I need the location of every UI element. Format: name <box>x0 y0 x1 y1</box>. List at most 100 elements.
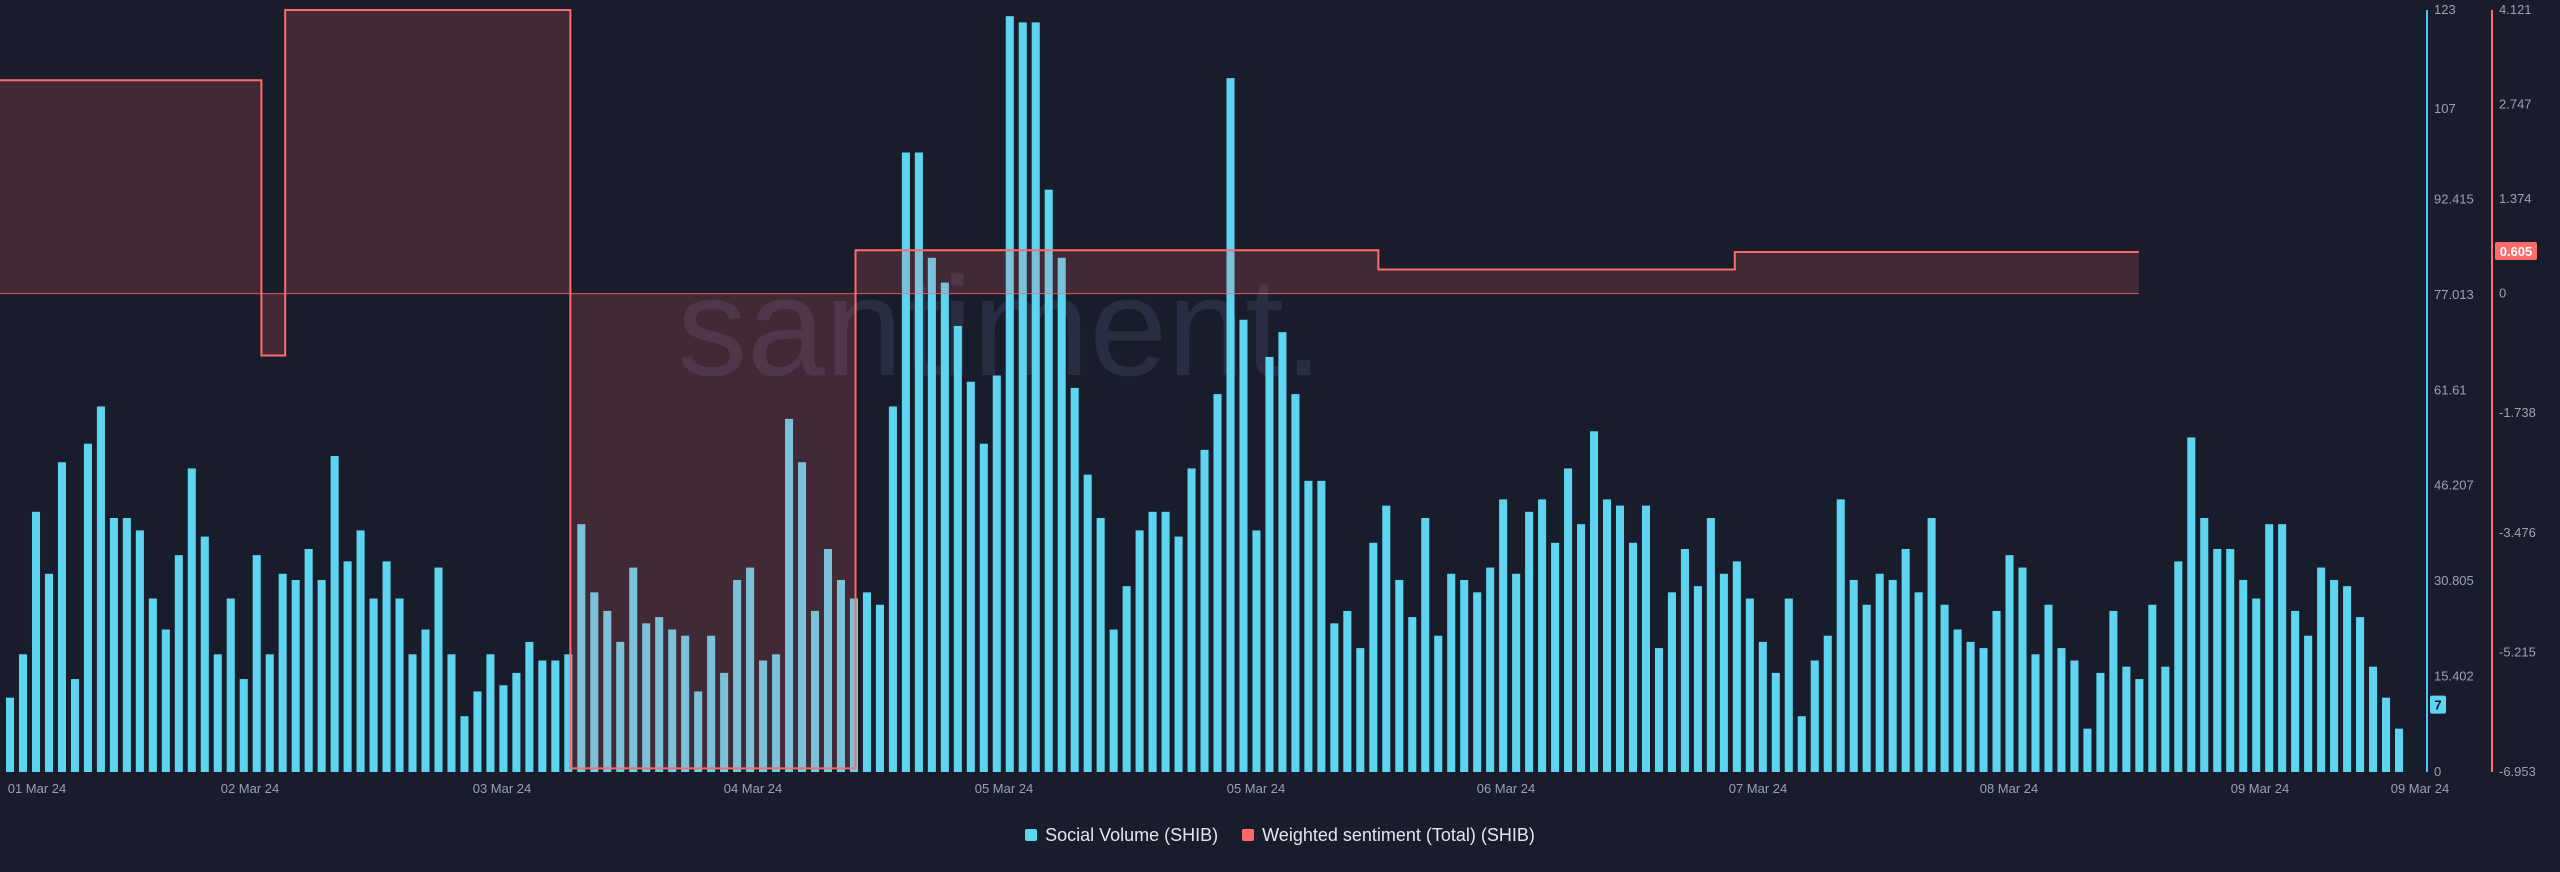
social-volume-bar <box>122 518 131 772</box>
social-volume-bar <box>2213 548 2222 772</box>
social-volume-bar <box>200 536 209 772</box>
x-axis-tick-label: 01 Mar 24 <box>8 781 67 796</box>
x-axis-tick-label: 09 Mar 24 <box>2391 781 2450 796</box>
social-volume-bar <box>31 511 41 772</box>
social-volume-bar <box>18 654 28 772</box>
social-volume-bar <box>823 548 833 772</box>
social-volume-bar <box>953 325 962 772</box>
volume-axis-tick-label: 92.415 <box>2434 191 2474 206</box>
legend-item-social-volume[interactable]: Social Volume (SHIB) <box>1025 825 1218 846</box>
social-volume-bar <box>901 152 910 773</box>
x-axis-tick-label: 08 Mar 24 <box>1980 781 2039 796</box>
volume-last-value-badge <box>2430 695 2446 714</box>
social-volume-bar <box>2369 666 2378 772</box>
social-volume-bar <box>525 641 534 772</box>
volume-axis-tick-label: 15.402 <box>2434 669 2474 684</box>
legend: Social Volume (SHIB) Weighted sentiment … <box>0 820 2560 850</box>
social-volume-bar <box>2395 728 2404 772</box>
social-volume-bar <box>733 579 742 772</box>
social-volume-bar <box>2057 648 2066 772</box>
social-volume-bar <box>616 641 625 772</box>
social-volume-bar <box>265 654 274 772</box>
social-volume-bar <box>1667 592 1676 772</box>
social-volume-bar <box>1174 536 1183 772</box>
social-volume-bar <box>1369 542 1378 772</box>
social-volume-bar <box>1862 604 1871 772</box>
x-axis-tick-label: 02 Mar 24 <box>221 781 280 796</box>
social-volume-bar <box>2317 567 2326 772</box>
social-volume-bar <box>1564 468 1573 772</box>
social-volume-bar <box>642 623 651 772</box>
social-volume-bar <box>135 530 144 772</box>
legend-item-weighted-sentiment[interactable]: Weighted sentiment (Total) (SHIB) <box>1242 825 1535 846</box>
social-volume-bar <box>1252 530 1261 772</box>
social-volume-bar <box>1590 431 1599 772</box>
social-volume-bar <box>1525 511 1534 772</box>
sentiment-step-fill <box>570 293 856 769</box>
social-volume-bar <box>1031 22 1040 772</box>
social-volume-bar <box>2083 728 2092 772</box>
social-volume-bar <box>395 598 404 772</box>
legend-swatch-social-volume <box>1025 829 1038 841</box>
social-volume-bar <box>629 567 638 772</box>
social-volume-bar <box>2044 604 2053 772</box>
sentiment-axis-tick-label: -3.476 <box>2499 525 2536 540</box>
social-volume-bar <box>590 592 599 772</box>
social-volume-bar <box>2096 672 2105 772</box>
social-volume-bar <box>966 381 975 772</box>
sentiment-axis-tick-label: -1.738 <box>2499 405 2536 420</box>
legend-swatch-weighted-sentiment <box>1242 829 1255 841</box>
social-volume-bar <box>512 672 521 772</box>
social-volume-bar <box>1161 511 1170 772</box>
x-axis-tick-label: 03 Mar 24 <box>473 781 532 796</box>
social-volume-bar <box>2187 437 2196 772</box>
social-volume-bar <box>1615 505 1625 772</box>
social-volume-bar <box>538 660 547 772</box>
social-volume-bar <box>434 567 443 772</box>
social-volume-bar <box>1239 319 1248 772</box>
social-volume-bar <box>1460 579 1469 772</box>
social-volume-bar <box>2226 548 2235 772</box>
axes: 123 107 92.415 77.013 61.61 46.207 30.805 15.40… <box>8 2 2537 796</box>
sentiment-axis-tick-label: -5.215 <box>2499 644 2536 659</box>
social-volume-bar <box>914 152 923 773</box>
social-volume-bar <box>2239 579 2248 772</box>
sentiment-axis-tick-label: -6.953 <box>2499 764 2536 779</box>
social-volume-bar <box>1628 542 1638 772</box>
social-volume-bar <box>1784 598 1793 772</box>
social-volume-bar <box>408 654 417 772</box>
sentiment-step-fill <box>285 10 571 294</box>
social-volume-bar <box>2252 598 2261 772</box>
social-volume-bar <box>213 654 222 772</box>
social-volume-bar <box>1745 598 1754 772</box>
sentiment-step-fill <box>855 250 1379 294</box>
social-volume-bar <box>836 579 846 772</box>
social-volume-bar <box>1213 394 1222 772</box>
social-volume-bar <box>1849 579 1858 772</box>
social-volume-bar <box>1109 629 1118 772</box>
social-volume-bar <box>1966 641 1975 772</box>
volume-axis-tick-label: 77.013 <box>2434 287 2474 302</box>
social-volume-bar <box>161 629 170 772</box>
social-volume-bar <box>1797 716 1806 772</box>
social-volume-bar <box>1680 548 1689 772</box>
social-volume-bar <box>1382 505 1391 772</box>
sentiment-axis-tick-label: 0 <box>2499 286 2506 301</box>
social-volume-bar <box>1875 573 1884 772</box>
social-volume-bar <box>1953 629 1962 772</box>
social-volume-bar <box>2174 561 2183 772</box>
social-volume-bar <box>1979 648 1988 772</box>
social-volume-bar <box>1473 592 1482 772</box>
social-volume-bar <box>291 579 300 772</box>
social-volume-bar <box>992 375 1001 772</box>
social-volume-bar <box>1343 610 1352 772</box>
legend-label-social-volume: Social Volume (SHIB) <box>1045 824 1219 845</box>
social-volume-bar <box>810 610 820 772</box>
social-volume-bar <box>148 598 157 772</box>
social-volume-bar <box>1447 573 1456 772</box>
social-volume-bar <box>551 660 560 772</box>
social-volume-bar <box>1057 257 1066 772</box>
social-volume-bar <box>785 418 794 772</box>
social-volume-bar <box>1122 586 1131 772</box>
social-volume-bar <box>1512 573 1521 772</box>
